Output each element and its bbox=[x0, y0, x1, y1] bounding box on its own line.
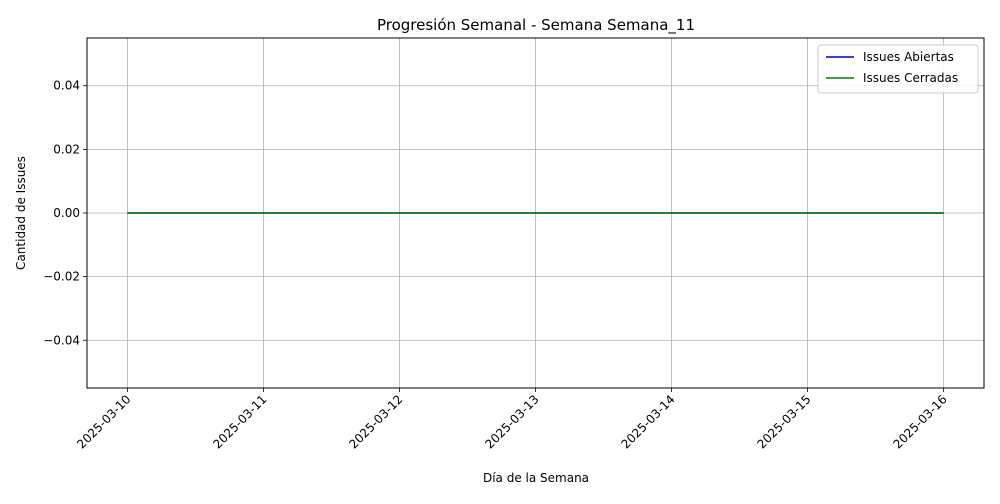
chart-title: Progresión Semanal - Semana Semana_11 bbox=[377, 16, 695, 35]
y-axis-ticks: −0.04 −0.02 0.00 0.02 0.04 bbox=[43, 79, 87, 347]
y-tick-label: 0.00 bbox=[53, 206, 80, 220]
legend-label: Issues Abiertas bbox=[863, 50, 954, 64]
legend: Issues Abiertas Issues Cerradas bbox=[817, 44, 979, 94]
y-tick-label: −0.04 bbox=[43, 333, 80, 347]
y-tick-label: 0.02 bbox=[53, 142, 80, 156]
x-axis-label: Día de la Semana bbox=[483, 471, 589, 485]
y-axis-label: Cantidad de Issues bbox=[14, 156, 28, 270]
legend-box bbox=[817, 44, 979, 94]
y-tick-label: −0.02 bbox=[43, 270, 80, 284]
legend-label: Issues Cerradas bbox=[863, 71, 958, 85]
y-tick-label: 0.04 bbox=[53, 79, 80, 93]
